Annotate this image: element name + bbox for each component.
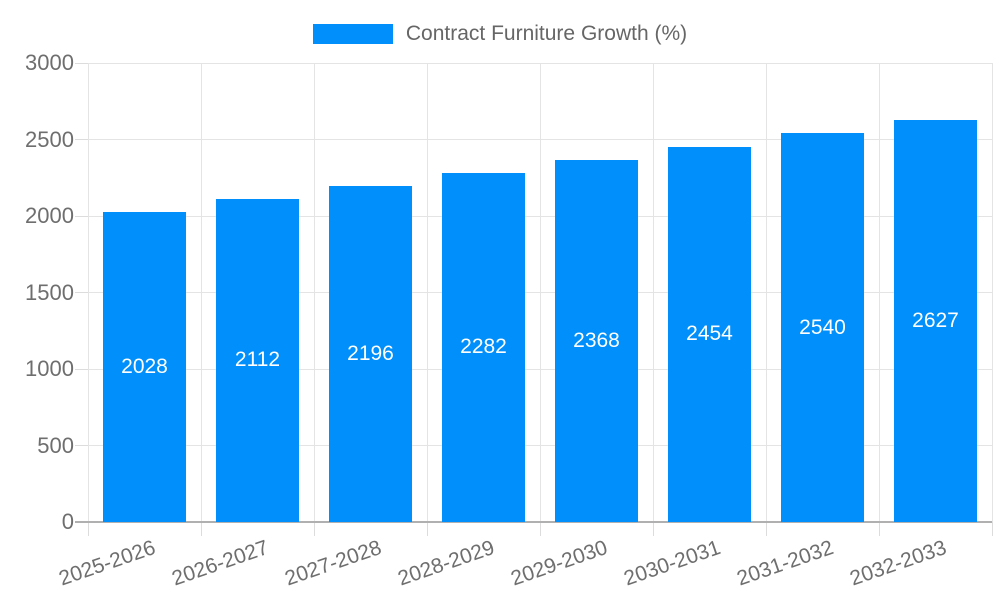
y-axis-tick (75, 445, 88, 446)
x-axis-tick (652, 522, 654, 536)
x-axis-tick (991, 522, 993, 536)
x-axis-label: 2032-2033 (846, 536, 949, 591)
y-axis-label: 2000 (25, 203, 74, 228)
x-axis-tick (539, 522, 541, 536)
gridline-vertical (200, 63, 202, 522)
x-axis-label: 2028-2029 (394, 536, 497, 591)
bar-2032-2033[interactable] (894, 120, 977, 522)
legend[interactable]: Contract Furniture Growth (%) (0, 18, 1000, 50)
bar-2028-2029[interactable] (442, 172, 525, 522)
bar-2029-2030[interactable] (555, 159, 638, 522)
x-axis-tick (878, 522, 880, 536)
y-axis-label: 1000 (25, 356, 74, 381)
bar-2025-2026[interactable] (103, 211, 186, 522)
gridline-vertical (878, 63, 880, 522)
y-axis-tick (75, 368, 88, 370)
y-axis-tick (75, 292, 88, 293)
x-axis-label: 2025-2026 (55, 536, 158, 591)
x-axis-tick (87, 522, 89, 536)
y-axis-label: 500 (37, 432, 74, 458)
gridline-vertical (539, 63, 541, 522)
x-axis-label: 2027-2028 (281, 536, 384, 591)
x-axis-label: 2029-2030 (507, 536, 610, 591)
x-axis-label: 2026-2027 (168, 536, 271, 591)
gridline-vertical (765, 63, 767, 522)
y-axis-label: 2500 (25, 126, 74, 152)
x-axis-tick (313, 522, 315, 536)
gridline-vertical (313, 63, 315, 522)
legend-label: Contract Furniture Growth (%) (405, 22, 688, 45)
gridline-horizontal (88, 62, 992, 64)
y-axis-tick (75, 215, 88, 217)
bar-2030-2031[interactable] (668, 146, 751, 522)
gridline-vertical (991, 63, 993, 522)
x-axis-tick (200, 522, 202, 536)
legend-marker (312, 24, 393, 44)
gridline-vertical (652, 63, 654, 522)
bar-2026-2027[interactable] (216, 198, 299, 522)
y-axis-tick (75, 62, 88, 64)
bar-2027-2028[interactable] (329, 186, 412, 522)
y-axis-label: 3000 (25, 50, 74, 75)
y-axis-tick (75, 139, 88, 140)
x-axis-label: 2030-2031 (620, 536, 723, 591)
y-axis-label: 0 (61, 509, 74, 534)
y-axis-tick (75, 521, 88, 523)
gridline-vertical (87, 63, 89, 522)
x-axis-tick (426, 522, 428, 536)
bar-2031-2032[interactable] (781, 133, 864, 522)
gridline-vertical (426, 63, 428, 522)
x-axis-label: 2031-2032 (733, 536, 836, 591)
y-axis-label: 1500 (25, 279, 74, 305)
x-axis-tick (765, 522, 767, 536)
